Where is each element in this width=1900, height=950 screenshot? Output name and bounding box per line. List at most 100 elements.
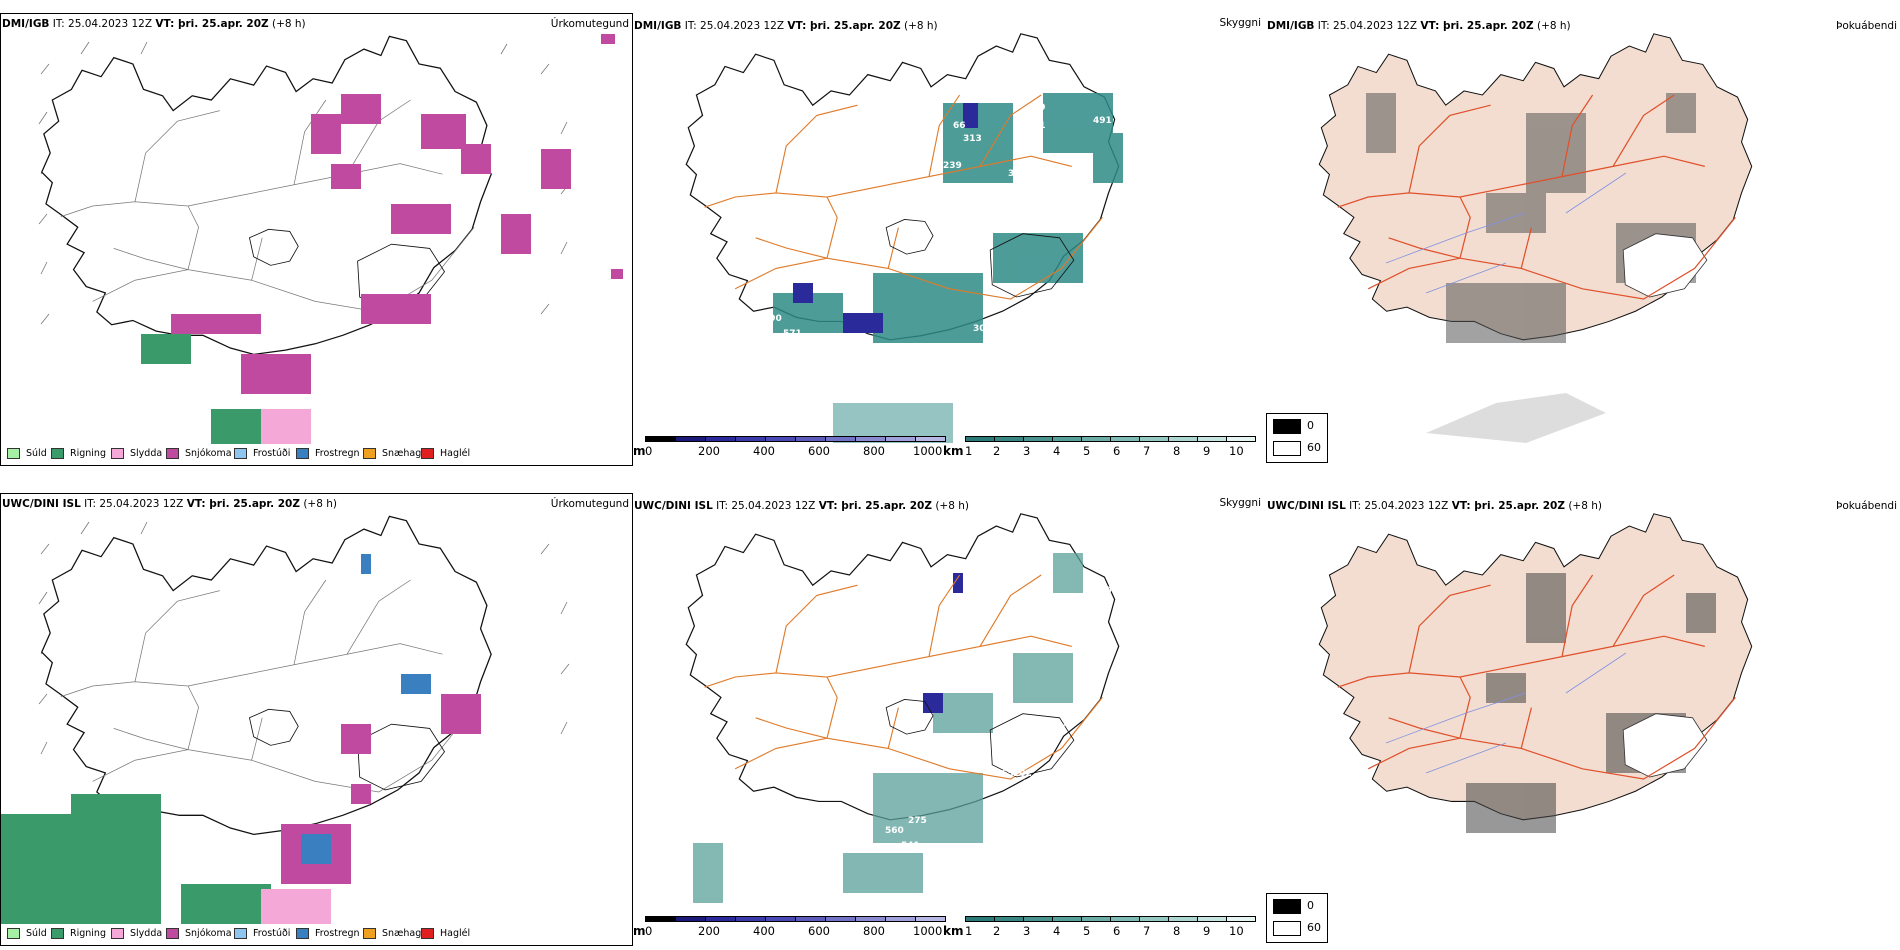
colorbar-segment: [1197, 916, 1227, 922]
colorbar-segment: [965, 436, 995, 442]
colorbar-segment: [645, 436, 676, 442]
svg-text:66: 66: [953, 121, 966, 131]
svg-text:327: 327: [1053, 174, 1072, 184]
visibility-panel-uwc: UWC/DINI ISL IT: 25.04.2023 12Z VT: þri.…: [633, 493, 1266, 946]
fog-panel-uwc: UWC/DINI ISL IT: 25.04.2023 12Z VT: þri.…: [1266, 493, 1900, 946]
svg-text:541: 541: [901, 841, 920, 851]
colorbar-segment: [885, 436, 916, 442]
svg-text:490: 490: [763, 314, 782, 324]
svg-text:77: 77: [1111, 724, 1124, 734]
colorbar-segment: [1226, 916, 1256, 922]
panel-title: Skyggni: [1219, 497, 1262, 509]
svg-text:52.5: 52.5: [778, 846, 800, 856]
svg-text:273: 273: [888, 379, 907, 389]
legend-item: Rigning: [51, 448, 106, 459]
svg-text:42: 42: [908, 366, 921, 376]
svg-text:158: 158: [1115, 261, 1134, 271]
legend-item: Súld: [7, 448, 47, 459]
colorbar-segment: [795, 916, 826, 922]
panel-header: DMI/IGB IT: 25.04.2023 12Z VT: þri. 25.a…: [1267, 20, 1571, 32]
precip-type-panel-uwc: UWC/DINI ISL IT: 25.04.2023 12Z VT: þri.…: [0, 493, 633, 946]
precip-legend: Súld Rigning Slydda Snjókoma Frostúði Fr…: [1, 925, 632, 943]
legend-item: Snjókoma: [166, 928, 232, 939]
colorbar-segment: [735, 916, 766, 922]
svg-text:261: 261: [1061, 331, 1080, 341]
svg-text:57: 57: [1053, 724, 1066, 734]
colorbar-segment: [1052, 436, 1082, 442]
colorbar-segment: [1023, 916, 1053, 922]
svg-text:304: 304: [1041, 319, 1060, 329]
colorbar-segment: [765, 436, 796, 442]
colorbar-segment: [705, 916, 736, 922]
colorbar-segment: [825, 436, 856, 442]
colorbar-segment: [855, 436, 886, 442]
legend-item: Frostregn: [296, 928, 360, 939]
colorbar-segment: [1139, 916, 1169, 922]
colorbar-segment: [795, 436, 826, 442]
colorbar-segment: [994, 916, 1024, 922]
precip-type-panel-dmi: DMI/IGB IT: 25.04.2023 12Z VT: þri. 25.a…: [0, 13, 633, 466]
svg-text:688: 688: [953, 226, 972, 236]
colorbar-segment: [675, 916, 706, 922]
legend-item: Frostúði: [234, 928, 290, 939]
colorbar-segment: [885, 916, 916, 922]
legend-item: Slydda: [111, 448, 162, 459]
fog-map: [1318, 33, 1753, 443]
colorbar-segment: [705, 436, 736, 442]
height-colorbar: m 0 200 400 600 800 1000: [633, 916, 953, 944]
svg-text:457: 457: [1025, 202, 1044, 212]
colorbar-segment: [1139, 436, 1169, 442]
svg-text:297: 297: [938, 354, 957, 364]
colorbar-segment: [994, 436, 1024, 442]
panel-header: DMI/IGB IT: 25.04.2023 12Z VT: þri. 25.a…: [2, 18, 306, 30]
legend-item: Frostregn: [296, 448, 360, 459]
colorbar-segment: [1168, 436, 1198, 442]
visibility-labels: 491 66 313 51 29 239 309 327 433 457 451…: [763, 103, 1158, 394]
svg-text:239: 239: [943, 161, 962, 171]
colorbar-segment: [1023, 436, 1053, 442]
height-colorbar: m 0 200 400 600 800 1000: [633, 436, 953, 464]
panel-header: DMI/IGB IT: 25.04.2023 12Z VT: þri. 25.a…: [634, 20, 938, 32]
svg-text:541: 541: [798, 830, 817, 840]
fog-map: [1318, 513, 1753, 833]
panel-title: Skyggni: [1219, 17, 1262, 29]
legend-item: Haglél: [421, 928, 470, 939]
svg-text:451: 451: [978, 352, 997, 362]
panel-title: Þokuábendi: [1836, 500, 1897, 512]
colorbar-segment: [1197, 436, 1227, 442]
legend-item: Frostúði: [234, 448, 290, 459]
visibility-panel-dmi: DMI/IGB IT: 25.04.2023 12Z VT: þri. 25.a…: [633, 13, 1266, 466]
snow-areas: [171, 94, 571, 394]
svg-text:189: 189: [1130, 611, 1149, 621]
svg-text:133: 133: [825, 336, 844, 346]
svg-text:571: 571: [783, 329, 802, 339]
svg-text:129: 129: [939, 384, 958, 394]
colorbar-segment: [1226, 436, 1256, 442]
colorbar-segment: [735, 436, 766, 442]
svg-text:264: 264: [1008, 328, 1027, 338]
svg-text:465: 465: [995, 769, 1014, 779]
svg-text:230: 230: [1093, 586, 1112, 596]
svg-text:309: 309: [1008, 169, 1027, 179]
legend-item: Súld: [7, 928, 47, 939]
svg-text:184: 184: [1009, 314, 1028, 324]
svg-text:251: 251: [1099, 276, 1118, 286]
svg-text:275: 275: [908, 816, 927, 826]
colorbar-segment: [1168, 916, 1198, 922]
svg-text:88: 88: [1145, 142, 1158, 152]
visibility-map: 230 189 77 57 465 202 205 275 560 541 52…: [685, 513, 1149, 903]
precip-map: [38, 34, 623, 444]
colorbar-segment: [965, 916, 995, 922]
panel-title: Úrkomutegund: [550, 498, 629, 510]
panel-header: UWC/DINI ISL IT: 25.04.2023 12Z VT: þri.…: [2, 498, 337, 510]
svg-text:205: 205: [1023, 779, 1042, 789]
svg-text:313: 313: [963, 134, 982, 144]
legend-item: Haglél: [421, 448, 470, 459]
fog-key: 0 60: [1266, 893, 1328, 943]
panel-header: UWC/DINI ISL IT: 25.04.2023 12Z VT: þri.…: [1267, 500, 1602, 512]
colorbar-segment: [1052, 916, 1082, 922]
svg-text:451: 451: [1038, 214, 1057, 224]
colorbar-segment: [765, 916, 796, 922]
panel-header: UWC/DINI ISL IT: 25.04.2023 12Z VT: þri.…: [634, 500, 969, 512]
panel-title: Úrkomutegund: [550, 18, 629, 30]
